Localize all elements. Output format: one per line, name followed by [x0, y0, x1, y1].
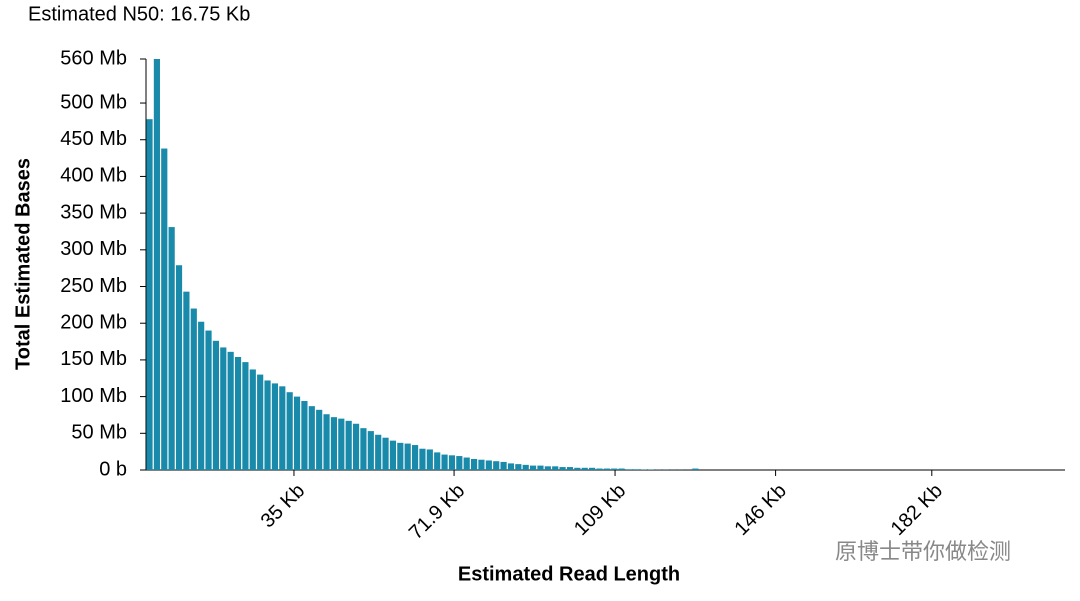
bar [566, 467, 574, 470]
x-tick-label: 146 Kb [730, 480, 790, 540]
bar [434, 452, 441, 470]
bar [478, 459, 485, 470]
bar [470, 458, 478, 470]
bar [367, 431, 374, 470]
bar [323, 414, 330, 470]
y-tick-label: 50 Mb [71, 422, 127, 444]
y-tick-label: 350 Mb [60, 201, 127, 223]
bar [360, 428, 367, 470]
bar [633, 469, 640, 470]
bar [293, 396, 301, 470]
bar [441, 454, 448, 470]
bar [456, 456, 463, 470]
bar [603, 468, 610, 470]
bar [198, 321, 205, 470]
bar [146, 119, 153, 471]
y-tick-label: 200 Mb [60, 311, 127, 333]
bar [419, 448, 426, 470]
bar [522, 464, 529, 470]
watermark: 原博士带你做检测 [835, 539, 1011, 564]
bar [625, 469, 633, 470]
bar [286, 392, 293, 470]
bar [448, 455, 456, 470]
bar [559, 467, 566, 470]
bar [338, 418, 345, 470]
bar [153, 59, 160, 470]
bar [692, 468, 699, 470]
bar [264, 380, 271, 470]
bar [581, 467, 588, 470]
y-axis-label: Total Estimated Bases [12, 158, 34, 370]
bar [316, 409, 323, 470]
bar [544, 466, 551, 470]
bar [426, 449, 433, 470]
y-tick-label: 250 Mb [60, 275, 127, 297]
bar [330, 417, 338, 470]
y-tick-label: 300 Mb [60, 238, 127, 260]
x-tick-label: 71.9 Kb [405, 480, 469, 544]
y-tick-label: 500 Mb [60, 91, 127, 113]
x-tick-label: 109 Kb [570, 480, 630, 540]
bar [493, 461, 500, 470]
bar [257, 374, 264, 470]
bar [485, 460, 492, 470]
bar [552, 466, 559, 470]
bar [175, 265, 183, 470]
bar [279, 386, 286, 470]
bar [271, 383, 279, 470]
bar [411, 445, 419, 470]
bar [345, 420, 352, 470]
y-tick-label: 560 Mb [60, 47, 127, 69]
x-tick-label: 35 Kb [257, 480, 310, 533]
bar [382, 437, 389, 470]
bar [530, 465, 537, 470]
bar [507, 463, 515, 470]
bar [596, 468, 603, 470]
bar [618, 468, 625, 470]
bar [161, 148, 168, 470]
chart-title: Estimated N50: 16.75 Kb [28, 3, 250, 25]
bar [242, 362, 249, 470]
bar [212, 340, 219, 470]
bar [190, 308, 197, 470]
bar [515, 464, 522, 470]
bar [375, 434, 382, 470]
bar [611, 468, 618, 470]
bar [301, 401, 308, 470]
bar [227, 351, 234, 470]
y-tick-label: 150 Mb [60, 348, 127, 370]
y-tick-label: 450 Mb [60, 128, 127, 150]
y-tick-label: 100 Mb [60, 385, 127, 407]
y-tick-label: 0 b [99, 458, 127, 480]
bar [463, 457, 470, 470]
y-tick-label: 400 Mb [60, 165, 127, 187]
bar [500, 461, 507, 470]
bar [168, 227, 175, 470]
bar [397, 442, 404, 470]
bar [205, 330, 212, 470]
bar [183, 291, 190, 470]
x-axis-label: Estimated Read Length [458, 563, 680, 585]
bar [249, 369, 256, 470]
x-tick-label: 182 Kb [887, 480, 947, 540]
bar [589, 467, 596, 470]
bar [574, 467, 581, 470]
bar [537, 465, 544, 470]
bar [352, 423, 360, 470]
bar [389, 440, 397, 470]
bar [404, 443, 411, 470]
bar [220, 347, 227, 470]
bar [234, 356, 242, 470]
bar [308, 406, 315, 470]
